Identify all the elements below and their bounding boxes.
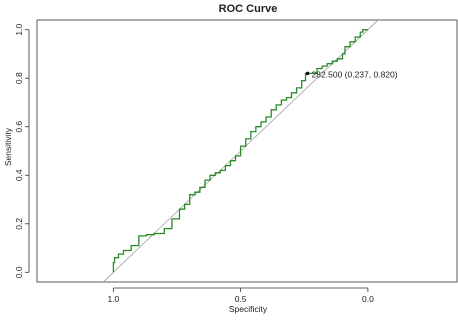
y-tick-label: 0.0 bbox=[14, 266, 24, 278]
y-tick-label: 0.4 bbox=[14, 169, 24, 181]
annotation-label: 282.500 (0.237, 0.820) bbox=[312, 69, 398, 79]
x-tick-label: 0.0 bbox=[362, 294, 374, 304]
x-tick-label: 0.5 bbox=[235, 294, 247, 304]
y-axis-label: Sensitivity bbox=[3, 127, 13, 166]
annotation-point bbox=[305, 71, 310, 76]
y-tick-label: 0.2 bbox=[14, 218, 24, 230]
x-tick-label: 1.0 bbox=[107, 294, 119, 304]
x-axis-label: Specificity bbox=[229, 304, 268, 314]
y-tick-label: 0.8 bbox=[14, 72, 24, 84]
plot-frame bbox=[36, 19, 458, 283]
annotation-layer: 282.500 (0.237, 0.820) bbox=[305, 69, 398, 79]
chart-title: ROC Curve bbox=[219, 3, 278, 15]
y-tick-label: 1.0 bbox=[14, 24, 24, 36]
x-axis: 1.0 0.5 0.0 bbox=[107, 287, 374, 304]
y-tick-label: 0.6 bbox=[14, 121, 24, 133]
roc-curve-line bbox=[112, 29, 368, 273]
series-layer bbox=[112, 29, 368, 273]
y-axis: 0.0 0.2 0.4 0.6 0.8 1.0 bbox=[14, 24, 30, 278]
